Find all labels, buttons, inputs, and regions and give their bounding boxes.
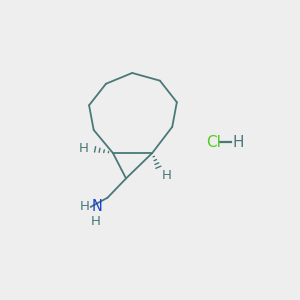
Text: H: H — [90, 214, 100, 228]
Text: H: H — [80, 200, 90, 213]
Text: N: N — [92, 199, 102, 214]
Text: H: H — [78, 142, 88, 155]
Text: H: H — [162, 169, 172, 182]
Text: H: H — [232, 135, 244, 150]
Text: Cl: Cl — [206, 135, 221, 150]
